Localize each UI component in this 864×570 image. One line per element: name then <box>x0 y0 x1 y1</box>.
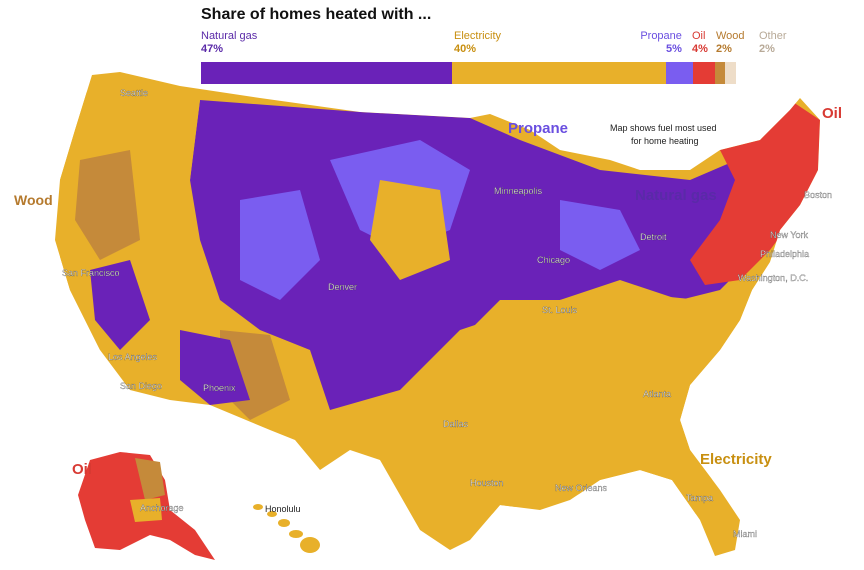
legend-electricity-label: Electricity <box>454 30 502 42</box>
city-san-diego: San Diego <box>120 381 162 391</box>
city-new-york: New York <box>770 230 809 240</box>
legend-propane-label: Propane <box>640 30 682 42</box>
legend-oil: Oil 4% <box>692 30 708 56</box>
share-bar-segment-other <box>725 62 736 84</box>
legend-other-pct: 2% <box>759 43 775 55</box>
region-label-oil-northeast: Oil <box>822 105 842 122</box>
city-atlanta: Atlanta <box>643 389 671 399</box>
legend-wood-label: Wood <box>716 30 745 42</box>
propane-region-2 <box>240 190 320 300</box>
city-anchorage: Anchorage <box>140 503 184 513</box>
city-los-angeles: Los Angeles <box>108 352 158 362</box>
map-note-line1: Map shows fuel most used <box>610 123 717 133</box>
legend-electricity: Electricity 40% <box>454 30 501 56</box>
legend-wood: Wood 2% <box>716 30 745 56</box>
region-label-propane: Propane <box>508 120 568 137</box>
city-phoenix: Phoenix <box>203 383 236 393</box>
alaska-electricity <box>130 498 162 522</box>
legend-electricity-pct: 40% <box>454 43 477 55</box>
share-bar-segment-propane <box>666 62 694 84</box>
wood-region <box>75 150 140 260</box>
legend-propane: Propane 5% <box>640 30 682 56</box>
share-bar-segment-oil <box>693 62 715 84</box>
propane-region-3 <box>560 200 640 270</box>
city-washington: Washington, D.C. <box>738 273 808 283</box>
city-boston: Boston <box>804 190 832 200</box>
share-bar-segment-wood <box>714 62 726 84</box>
legend-other-label: Other <box>759 30 787 42</box>
share-bar-segment-natural-gas <box>201 62 453 84</box>
legend-wood-pct: 2% <box>716 43 732 55</box>
southwest-gas-patch <box>180 330 250 405</box>
legend-natural-gas-pct: 47% <box>201 43 224 55</box>
city-philadelphia: Philadelphia <box>760 249 809 259</box>
region-label-electricity: Electricity <box>700 451 772 468</box>
region-label-wood: Wood <box>14 192 53 208</box>
legend-propane-pct: 5% <box>666 43 682 55</box>
city-tampa: Tampa <box>686 493 713 503</box>
city-detroit: Detroit <box>640 232 667 242</box>
city-st-louis: St. Louis <box>542 305 578 315</box>
city-honolulu: Honolulu <box>265 504 301 514</box>
city-dallas: Dallas <box>443 419 469 429</box>
alaska-wood <box>135 458 165 500</box>
electricity-patch <box>370 180 450 280</box>
legend-natural-gas: Natural gas 47% <box>201 30 257 56</box>
map-note-line2: for home heating <box>631 136 699 146</box>
oil-region-northeast <box>690 100 820 285</box>
chart-title: Share of homes heated with ... <box>201 6 432 23</box>
legend-other: Other 2% <box>759 30 787 56</box>
share-bar-segment-electricity <box>452 62 667 84</box>
city-new-orleans: New Orleans <box>555 483 608 493</box>
legend-oil-pct: 4% <box>692 43 708 55</box>
hawaii-shape <box>253 504 320 553</box>
share-bar <box>201 62 736 84</box>
legend-oil-label: Oil <box>692 30 706 42</box>
city-seattle: Seattle <box>120 88 148 98</box>
west-gas-patch <box>90 260 150 350</box>
city-denver: Denver <box>328 282 357 292</box>
city-miami: Miami <box>733 529 757 539</box>
city-chicago: Chicago <box>537 255 570 265</box>
city-minneapolis: Minneapolis <box>494 186 543 196</box>
city-san-francisco: San Francisco <box>62 268 120 278</box>
legend-natural-gas-label: Natural gas <box>201 30 258 42</box>
region-label-natural-gas: Natural gas <box>635 187 717 204</box>
natural-gas-region <box>190 100 780 420</box>
region-label-oil-alaska: Oil <box>72 461 92 478</box>
city-houston: Houston <box>470 478 504 488</box>
